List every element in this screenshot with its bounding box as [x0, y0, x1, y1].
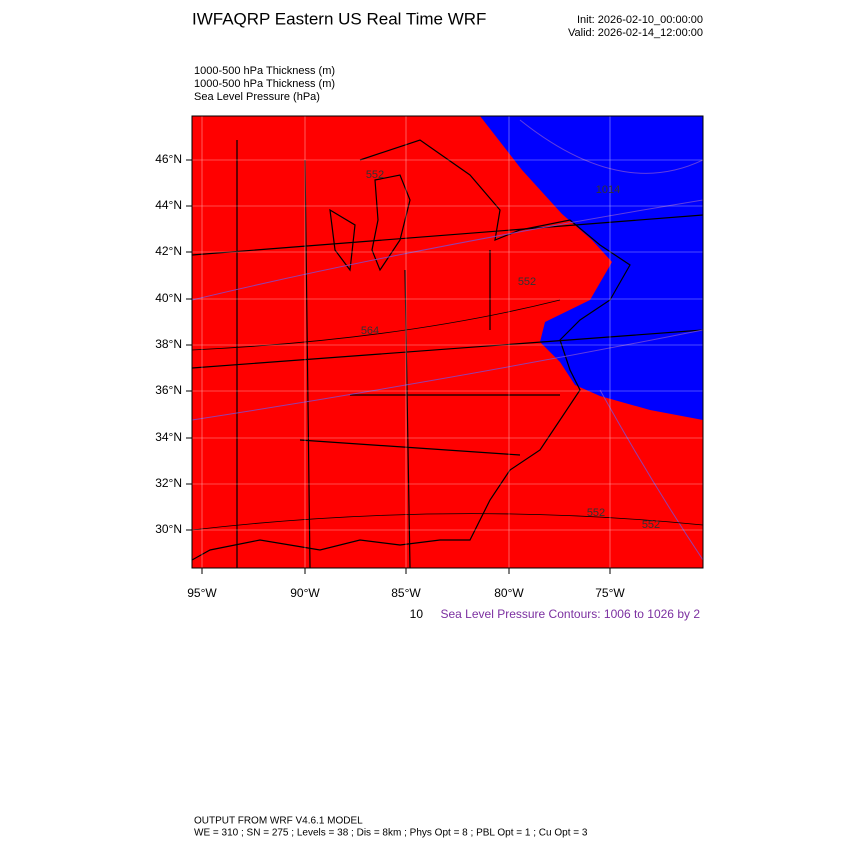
- lat-label: 46°N: [155, 152, 182, 166]
- footer-line: OUTPUT FROM WRF V4.6.1 MODEL: [194, 816, 363, 827]
- map-frame: [191, 115, 704, 569]
- thickness-fill-low: [480, 116, 703, 420]
- contour-label: 564: [361, 325, 379, 337]
- lat-label: 36°N: [155, 383, 182, 397]
- init-time: Init: 2026-02-10_00:00:00: [577, 14, 703, 26]
- contour-note: Sea Level Pressure Contours: 1006 to 102…: [441, 607, 701, 621]
- lat-label: 42°N: [155, 244, 182, 258]
- lat-label: 38°N: [155, 337, 182, 351]
- map-area: [192, 116, 703, 568]
- pressure-contours: [192, 119, 703, 561]
- lat-label: 44°N: [155, 198, 182, 212]
- lon-label: 90°W: [290, 586, 320, 600]
- contour-note-prefix: 10: [410, 607, 424, 621]
- contour-label: 552: [366, 169, 384, 181]
- footer-line: WE = 310 ; SN = 275 ; Levels = 38 ; Dis …: [194, 828, 588, 839]
- contour-label: 552: [642, 519, 660, 531]
- lon-label: 80°W: [494, 586, 524, 600]
- title: IWFAQRP Eastern US Real Time WRF: [192, 9, 486, 28]
- thickness-contours: [192, 299, 703, 531]
- lon-label: 85°W: [391, 586, 421, 600]
- lat-label: 40°N: [155, 291, 182, 305]
- field-label: 1000-500 hPa Thickness (m): [194, 65, 335, 77]
- field-label: 1000-500 hPa Thickness (m): [194, 78, 335, 90]
- lat-label: 34°N: [155, 430, 182, 444]
- lat-label: 30°N: [155, 522, 182, 536]
- lon-label: 95°W: [187, 586, 217, 600]
- lon-label: 75°W: [595, 586, 625, 600]
- lat-label: 32°N: [155, 476, 182, 490]
- contour-label: 552: [518, 276, 536, 288]
- graticule: [192, 116, 703, 568]
- valid-time: Valid: 2026-02-14_12:00:00: [568, 27, 703, 39]
- field-label: Sea Level Pressure (hPa): [194, 91, 320, 103]
- contour-label: 552: [587, 507, 605, 519]
- boundaries: [192, 139, 703, 568]
- contour-label: 1014: [596, 184, 620, 196]
